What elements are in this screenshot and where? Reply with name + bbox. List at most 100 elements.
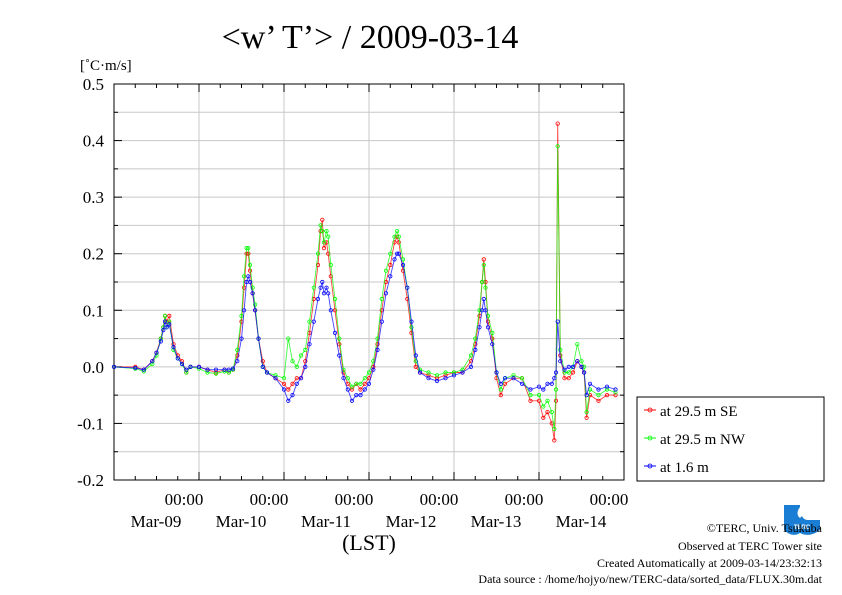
y-tick-label: 0.5 [83, 75, 104, 94]
data-point [584, 409, 589, 415]
data-point [481, 262, 486, 268]
data-point [320, 229, 325, 234]
data-point [321, 240, 327, 245]
x-tick-date-label: Mar-14 [556, 512, 607, 531]
x-tick-date-label: Mar-10 [216, 512, 267, 531]
data-point [366, 370, 372, 375]
data-point [581, 370, 587, 375]
data-point [481, 257, 486, 262]
x-tick-time-label: 00:00 [505, 490, 544, 509]
data-point [473, 347, 478, 352]
data-point [536, 392, 542, 398]
data-point [244, 246, 249, 251]
data-point [596, 398, 601, 403]
data-point [468, 364, 474, 369]
data-point [498, 387, 503, 392]
data-point [341, 376, 346, 381]
data-point [242, 308, 247, 313]
data-point [235, 359, 240, 364]
data-point [167, 322, 172, 327]
data-point [286, 336, 291, 341]
data-point [443, 376, 448, 381]
data-point [388, 251, 393, 256]
x-tick-date-label: Mar-11 [301, 512, 351, 531]
data-point [332, 296, 338, 302]
data-point [205, 370, 210, 375]
data-point [584, 415, 589, 420]
data-point [179, 361, 185, 367]
terc-logo-shape [784, 505, 820, 535]
data-point [294, 376, 299, 381]
data-point [371, 367, 376, 372]
data-point [379, 319, 384, 324]
data-point [519, 381, 525, 386]
data-point [290, 381, 295, 386]
data-point [552, 438, 557, 443]
data-point [205, 367, 210, 372]
data-point [222, 367, 227, 372]
data-point [349, 384, 355, 389]
data-point [545, 409, 550, 415]
data-point [570, 370, 576, 375]
data-point [196, 364, 202, 369]
y-tick-label: 0.1 [83, 301, 104, 320]
data-point [392, 234, 397, 239]
series-3 [111, 251, 618, 403]
data-point [332, 330, 338, 335]
data-point [413, 353, 418, 358]
grid-lines [113, 83, 625, 481]
data-point [477, 325, 482, 330]
data-point [511, 376, 516, 381]
legend-entry-label: at 29.5 m NW [660, 432, 746, 448]
data-point [481, 296, 486, 302]
data-point [579, 364, 584, 369]
data-point [307, 342, 312, 347]
data-point [555, 121, 560, 126]
data-point [158, 339, 163, 344]
data-point [549, 381, 554, 386]
legend-entry-label: at 1.6 m [660, 460, 709, 476]
data-point [396, 240, 401, 245]
data-point [426, 370, 431, 375]
data-point [256, 336, 261, 341]
x-tick-time-label: 00:00 [335, 490, 374, 509]
data-point [358, 392, 363, 398]
data-point [553, 370, 559, 375]
data-point [324, 285, 329, 290]
data-point [188, 364, 193, 369]
data-point [141, 367, 146, 372]
data-point [451, 370, 457, 375]
legend-swatch-marker [647, 435, 653, 441]
data-point [541, 404, 546, 409]
data-point [354, 392, 359, 398]
data-point [483, 308, 488, 313]
data-point [171, 344, 176, 350]
data-point [311, 285, 316, 290]
data-point [226, 367, 231, 372]
data-point [328, 262, 333, 268]
data-point [213, 367, 219, 372]
data-point [150, 359, 155, 364]
data-point [184, 370, 189, 375]
data-point [468, 353, 474, 358]
series-line [113, 146, 616, 430]
y-tick-label: 0.0 [83, 358, 104, 377]
data-point [388, 262, 393, 268]
data-point [502, 376, 508, 381]
data-point [394, 251, 400, 256]
data-point [409, 319, 414, 324]
data-point [379, 296, 384, 302]
x-axis-label: (LST) [342, 530, 396, 555]
data-point [541, 415, 546, 420]
data-point [498, 381, 503, 386]
data-point [434, 376, 440, 381]
data-point [345, 376, 350, 381]
data-point [417, 370, 423, 375]
data-point [354, 381, 359, 386]
data-point [321, 246, 327, 251]
data-point [562, 376, 567, 381]
data-point [596, 392, 601, 398]
data-point [536, 384, 542, 389]
data-point [239, 336, 244, 341]
data-point [555, 144, 560, 149]
